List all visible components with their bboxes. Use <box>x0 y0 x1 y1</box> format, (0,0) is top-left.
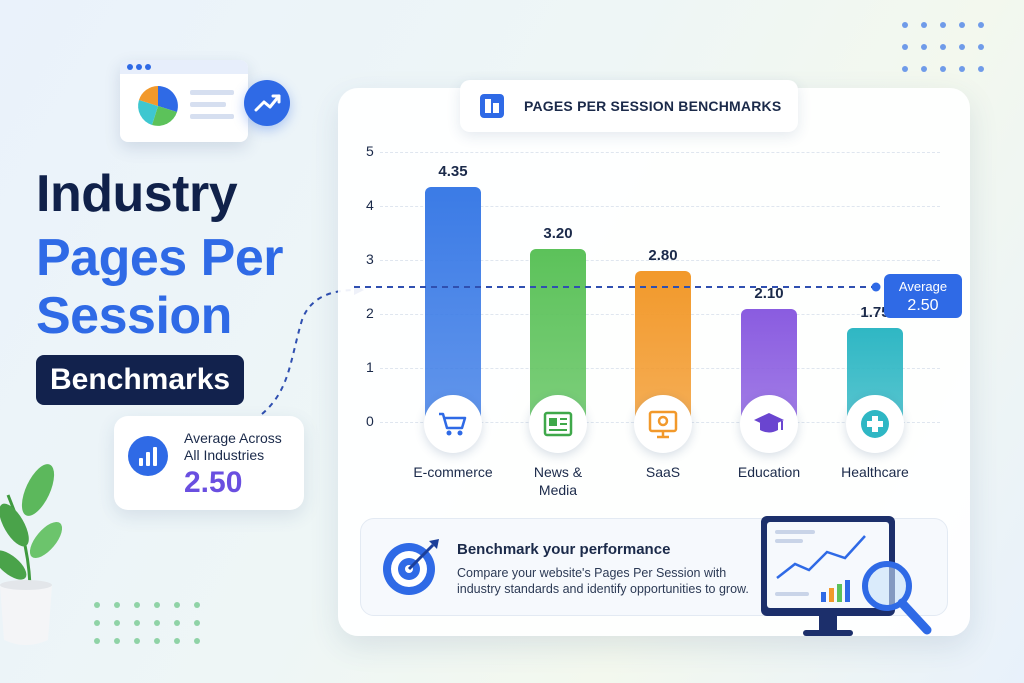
y-tick-label: 2 <box>366 305 374 321</box>
benchmarks-pill: Benchmarks <box>36 355 245 405</box>
target-icon <box>383 539 439 595</box>
hero-title-line-2: Pages Per <box>36 229 284 287</box>
average-line-badge: Average 2.50 <box>884 274 962 318</box>
y-tick-label: 1 <box>366 359 374 375</box>
category-label: Education <box>737 464 801 480</box>
trend-up-icon <box>244 80 290 126</box>
average-line-label: Average <box>898 279 948 294</box>
hero-title-line-3: Session <box>36 287 232 345</box>
bar-value-label: 1.75 <box>860 303 890 321</box>
y-tick-label: 4 <box>366 197 374 213</box>
chart-title-badge: PAGES PER SESSION BENCHMARKS <box>460 80 798 132</box>
medical-cross-icon <box>846 395 904 453</box>
category-label: News & Media <box>533 464 583 498</box>
newspaper-icon <box>529 395 587 453</box>
gridline <box>380 260 940 261</box>
bar-value-label: 2.80 <box>648 246 678 264</box>
category-label: E-commerce <box>413 464 493 480</box>
bar-news-media <box>530 249 586 422</box>
bar-value-label: 3.20 <box>543 225 573 243</box>
monitor-illustration <box>761 516 932 636</box>
analytics-window-illustration <box>120 60 248 142</box>
gridline <box>380 152 940 153</box>
y-tick-label: 0 <box>366 413 374 429</box>
building-icon <box>480 94 504 118</box>
benchmark-heading: Benchmark your performance <box>457 541 671 558</box>
average-reference-line <box>354 282 881 292</box>
bar-value-label: 2.10 <box>754 284 784 302</box>
category-label: Healthcare <box>841 464 909 480</box>
bar-e-commerce <box>425 187 481 422</box>
bar-value-label: 4.35 <box>438 163 468 181</box>
monitor-gear-icon <box>634 395 692 453</box>
cart-icon <box>424 395 482 453</box>
bar-chart-icon <box>128 436 168 476</box>
average-summary-value: 2.50 <box>184 466 243 499</box>
average-line-value: 2.50 <box>907 297 939 314</box>
plant-illustration <box>0 464 63 645</box>
hero-title-line-1: Industry <box>36 165 238 223</box>
average-summary-card: Average Across All Industries 2.50 <box>114 416 304 510</box>
category-label: SaaS <box>645 464 681 480</box>
y-tick-label: 5 <box>366 143 374 159</box>
graduation-cap-icon <box>740 395 798 453</box>
chart-title: PAGES PER SESSION BENCHMARKS <box>524 98 782 114</box>
average-summary-label: Average Across All Industries <box>184 430 282 463</box>
pie-chart-icon <box>138 86 234 126</box>
y-tick-label: 3 <box>366 251 374 267</box>
gridline <box>380 206 940 207</box>
benchmark-description: Compare your website's Pages Per Session… <box>457 566 749 596</box>
